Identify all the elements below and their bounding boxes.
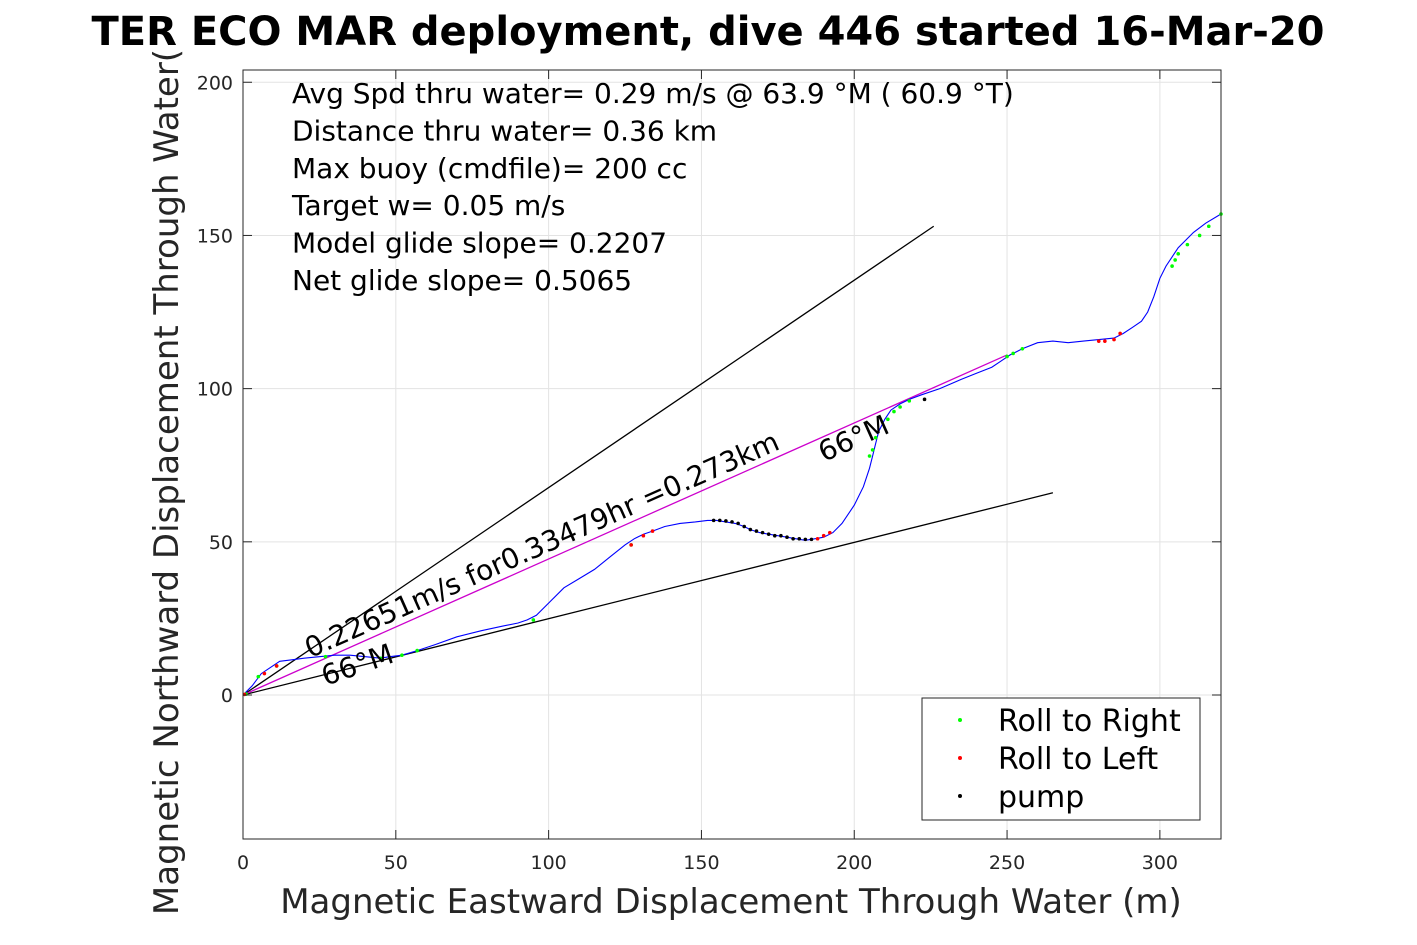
pump-point [797,536,802,541]
pump-point [736,521,740,526]
y-tick-label: 100 [197,379,233,401]
pump-point [779,533,783,538]
info-line: Model glide slope= 0.2207 [292,227,667,260]
y-tick-label: 50 [209,532,233,554]
reference-line [242,354,1008,696]
x-tick-label: 250 [989,852,1025,874]
reference-line [242,225,935,696]
roll-to-right-point [886,417,890,422]
info-text-block: Avg Spd thru water= 0.29 m/s @ 63.9 °M (… [291,77,1014,297]
pump-point [754,529,759,533]
plot-frame [242,69,1222,840]
roll-to-right-point [1020,347,1025,351]
pump-point [785,535,789,540]
ticks: 0 50 100 150 200 250 300 0 50 100 150 200 [197,70,1221,874]
pump-point [717,518,722,523]
roll-to-right-point [873,435,878,440]
x-tick-label: 200 [836,852,872,874]
x-tick-label: 50 [384,852,408,874]
pump-point [803,537,808,542]
pump-point [922,397,927,402]
roll-to-right-point [400,653,404,657]
roll-to-right-point [870,448,875,452]
roll-to-right-point [256,674,261,679]
info-line: Max buoy (cmdfile)= 200 cc [292,152,687,185]
roll-to-left-point [262,671,267,676]
roll-to-left-point [1112,337,1116,342]
pump-point [742,524,747,529]
roll-to-left-point [815,536,820,541]
roll-to-left-point [629,543,633,547]
legend-marker [958,756,962,760]
info-line: Avg Spd thru water= 0.29 m/s @ 63.9 °M (… [292,77,1014,110]
x-tick-label: 100 [530,852,566,874]
chart-title: TER ECO MAR deployment, dive 446 started… [91,9,1324,55]
roll-to-left-point [1103,339,1107,343]
roll-to-left-point [1096,339,1101,343]
roll-to-right-point [898,405,902,409]
reference-lines [242,225,1054,696]
pump-point [809,537,814,542]
roll-to-right-point [907,399,912,403]
reference-line [242,492,1054,696]
roll-to-right-point [531,618,536,622]
pump-point [772,533,777,538]
point-series [242,212,1223,697]
roll-to-right-point [1176,252,1181,256]
y-tick-label: 200 [197,72,233,94]
legend-label: Roll to Right [998,704,1181,739]
roll-to-left-point [650,529,655,533]
legend-box [921,697,1201,821]
y-tick-label: 0 [221,685,233,707]
roll-to-right-point [1197,233,1202,238]
grid [242,70,1221,839]
roll-to-left-point [641,533,646,538]
roll-to-right-point [1005,354,1009,359]
roll-to-left-point [1118,331,1122,336]
roll-to-right-point [867,454,872,458]
x-tick-label: 300 [1142,852,1178,874]
roll-to-right-point [1206,224,1211,229]
roll-to-right-point [892,409,896,414]
roll-to-left-point [274,664,279,668]
roll-to-right-point [1173,258,1177,262]
info-line: Target w= 0.05 m/s [291,189,565,222]
pump-point [724,519,728,523]
info-line: Net glide slope= 0.5065 [292,264,632,297]
y-axis-label: Magnetic Northward Displacement Through … [147,49,187,915]
y-tick-label: 150 [197,225,233,247]
pump-point [711,518,716,523]
roll-to-right-point [1185,242,1190,247]
roll-to-right-point [1170,264,1174,268]
pump-point [791,536,795,541]
roll-to-left-point [828,530,832,535]
x-axis-label: Magnetic Eastward Displacement Through W… [280,882,1182,922]
legend-label: Roll to Left [998,742,1158,777]
pump-point [730,520,734,524]
legend-marker [958,794,962,798]
legend-label: pump [998,780,1084,815]
roll-to-left-point [821,533,826,538]
x-tick-label: 150 [683,852,719,874]
roll-to-right-point [1011,351,1015,356]
roll-to-right-point [378,656,383,661]
x-tick-label: 0 [237,852,249,874]
pump-point [760,530,765,535]
pump-point [766,532,771,536]
legend-marker [958,718,962,722]
roll-to-right-point [415,648,420,653]
pump-point [748,527,753,532]
roll-to-right-point [323,654,328,659]
info-line: Distance thru water= 0.36 km [292,114,717,147]
